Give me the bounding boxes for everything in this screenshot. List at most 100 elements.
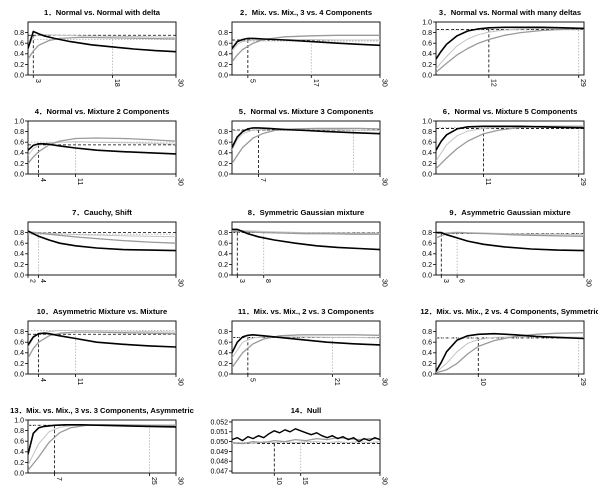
- panel-title: 10．Asymmetric Mixture vs. Mixture: [37, 307, 167, 316]
- y-tick-label: 0.8: [218, 30, 228, 37]
- x-tick-label: 30: [381, 378, 388, 386]
- y-tick-label: 0.047: [210, 468, 228, 475]
- series-line-3: [28, 424, 176, 466]
- x-tick-label: 5: [248, 378, 255, 382]
- panel-2: 2．Mix. vs. Mix., 3 vs. 4 Components 0.0 0.…: [218, 8, 387, 87]
- plot-frame: [231, 21, 381, 76]
- y-tick-label: 0.4: [218, 350, 228, 357]
- x-tick-label: 29: [579, 79, 586, 87]
- series-line-1: [232, 333, 380, 354]
- y-tick-label: 0.6: [14, 241, 24, 248]
- y-tick-label: 0.6: [14, 340, 24, 347]
- panel-12: 12．Mix. vs. Mix., 2 vs. 4 Components, Sy…: [420, 307, 598, 386]
- y-tick-label: 0.6: [218, 41, 228, 48]
- panel-14: 14．Null 0.047 0.048 0.049 0.050 0.051 0.052 10 1…: [210, 406, 387, 485]
- y-tick-label: 0.2: [422, 62, 432, 69]
- series-line-1: [232, 37, 380, 49]
- y-tick-label: 0.4: [14, 449, 24, 456]
- y-tick-label: 0.4: [422, 350, 432, 357]
- y-tick-label: 0.4: [14, 251, 24, 258]
- series-line-2: [232, 230, 380, 235]
- x-tick-label: 17: [312, 79, 319, 87]
- x-tick-label: 30: [177, 378, 184, 386]
- x-tick-label: 4: [39, 178, 46, 182]
- x-tick-label: 3: [442, 279, 449, 283]
- x-tick-label: 3: [238, 279, 245, 283]
- y-tick-label: 0.0: [14, 371, 24, 378]
- series-line-3: [436, 27, 584, 69]
- series-line-1: [232, 428, 380, 443]
- series-line-1: [28, 30, 176, 53]
- series-line-1: [28, 230, 176, 252]
- x-tick-label: 11: [76, 178, 83, 185]
- panel-10: 10．Asymmetric Mixture vs. Mixture 0.0 0.2 0…: [14, 307, 183, 386]
- panel-title: 9．Asymmetric Gaussian mixture: [449, 208, 570, 217]
- y-tick-label: 0.0: [14, 272, 24, 279]
- y-tick-label: 0.4: [14, 150, 24, 157]
- series-line-2: [28, 231, 176, 244]
- y-tick-label: 0.049: [210, 449, 228, 456]
- y-tick-label: 0.4: [218, 251, 228, 258]
- y-tick-label: 0.2: [422, 262, 432, 269]
- panel-11: 11．Mix. vs. Mix., 2 vs. 3 Components 0.0 0…: [218, 307, 387, 386]
- x-tick-label: 30: [177, 178, 184, 186]
- y-tick-label: 0.0: [422, 371, 432, 378]
- panel-13: 13．Mix. vs. Mix., 3 vs. 3 Components, As…: [10, 406, 194, 485]
- y-tick-label: 0.4: [422, 150, 432, 157]
- y-tick-label: 0.6: [422, 41, 432, 48]
- x-tick-label: 29: [579, 178, 586, 186]
- y-tick-label: 0.4: [218, 51, 228, 58]
- panel-title: 8．Symmetric Gaussian mixture: [248, 208, 365, 217]
- y-tick-label: 0.0: [422, 272, 432, 279]
- y-tick-label: 0.8: [218, 230, 228, 237]
- y-tick-label: 0.2: [218, 262, 228, 269]
- y-tick-label: 0.8: [218, 129, 228, 136]
- series-line-2: [28, 137, 176, 164]
- y-tick-label: 0.6: [218, 241, 228, 248]
- series-line-3: [232, 441, 380, 445]
- y-tick-label: 0.2: [14, 62, 24, 69]
- y-tick-label: 0.2: [218, 161, 228, 168]
- panel-title: 12．Mix. vs. Mix., 2 vs. 4 Components, Sy…: [420, 307, 598, 316]
- plot-frame: [435, 21, 585, 76]
- x-tick-label: 25: [150, 477, 157, 485]
- y-tick-label: 1.0: [14, 417, 24, 424]
- series-line-2: [436, 332, 584, 374]
- y-tick-label: 0.4: [218, 150, 228, 157]
- plot-frame: [27, 120, 177, 175]
- series-line-2: [28, 424, 176, 471]
- y-tick-label: 0.6: [422, 241, 432, 248]
- y-tick-label: 0.2: [218, 62, 228, 69]
- plot-frame: [27, 419, 177, 474]
- panel-5: 5．Normal vs. Mixture 3 Components 0.0 0.2 0…: [218, 107, 387, 186]
- panel-title: 7．Cauchy, Shift: [72, 208, 132, 217]
- series-line-2: [28, 331, 176, 359]
- y-tick-label: 0.8: [218, 329, 228, 336]
- x-tick-label: 7: [55, 477, 62, 481]
- y-tick-label: 0.2: [14, 161, 24, 168]
- y-tick-label: 0.8: [14, 230, 24, 237]
- y-tick-label: 0.6: [422, 140, 432, 147]
- series-line-2: [232, 334, 380, 368]
- plot-frame: [27, 21, 177, 76]
- x-tick-label: 12: [489, 79, 496, 87]
- panel-1: 1．Normal vs. Normal with delta 0.0 0.2 0.4 0…: [14, 8, 183, 87]
- plot-frame: [435, 320, 585, 375]
- series-line-2: [436, 28, 584, 73]
- y-tick-label: 0.4: [422, 51, 432, 58]
- y-tick-label: 0.8: [14, 428, 24, 435]
- series-line-1: [28, 423, 176, 455]
- x-tick-label: 30: [177, 279, 184, 287]
- series-line-3: [232, 230, 380, 234]
- y-tick-label: 0.0: [218, 72, 228, 79]
- series-line-1: [28, 332, 176, 348]
- series-line-1: [28, 143, 176, 155]
- y-tick-label: 0.6: [422, 340, 432, 347]
- y-tick-label: 0.0: [14, 470, 24, 477]
- panel-4: 4．Normal vs. Mixture 2 Components 0.0 0.2 0…: [14, 107, 183, 186]
- y-tick-label: 0.6: [14, 140, 24, 147]
- y-tick-label: 0.8: [14, 129, 24, 136]
- panel-title: 13．Mix. vs. Mix., 3 vs. 3 Components, As…: [10, 406, 194, 415]
